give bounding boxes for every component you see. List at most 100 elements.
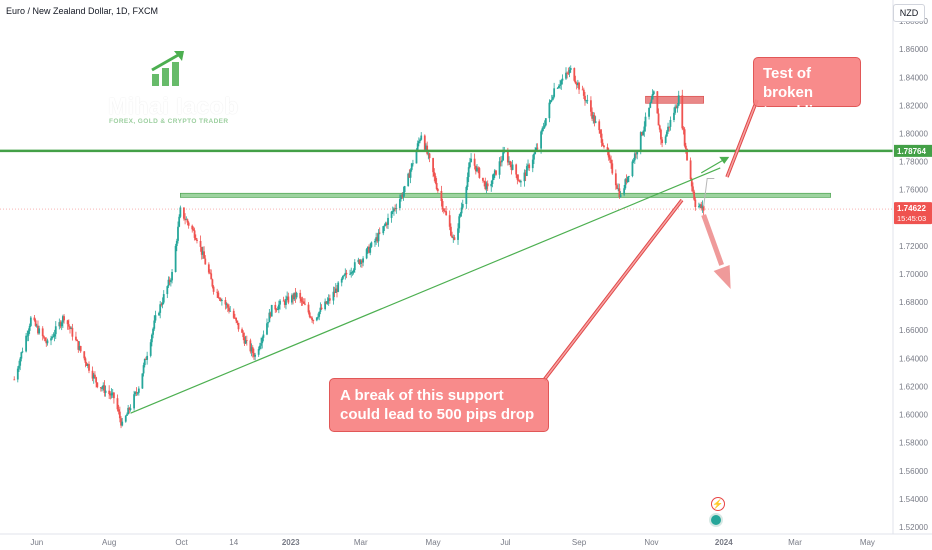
candle-body [362,258,364,263]
time-tick-label: Jun [30,538,43,547]
candle-body [51,336,54,339]
candle-body [665,131,668,137]
candle-body [52,336,55,338]
candle-body [390,211,393,218]
candle-body [366,246,369,250]
candle-body [374,241,376,243]
candle-body [624,179,627,189]
candle-body [701,205,704,209]
candle-body [334,288,337,293]
candle-body [569,68,572,70]
candle-body [511,164,514,170]
candle-body [610,159,612,164]
candle-body [117,409,120,412]
candle-body [601,142,604,146]
currency-badge[interactable]: NZD [893,4,925,22]
candle-body [304,303,306,305]
candle-body [266,323,268,335]
time-axis[interactable]: Jun Aug Oct 14 2023 Mar May Jul Sep Nov 2024 Mar May [0,533,932,547]
annotation-trendline-test[interactable]: Test of broken trend line [753,57,861,120]
candle-body [692,186,694,192]
candle-body [19,358,22,366]
candle-body [673,112,675,120]
candle-body [84,358,87,363]
candle-body [509,161,512,165]
annotation-support-break[interactable]: A break of this support could lead to 50… [329,378,549,432]
candle-body [54,326,57,335]
price-tick-label: 1.84000 [899,73,928,82]
candle-body [91,370,94,379]
candle-body [343,275,346,276]
candle-body [516,174,519,180]
candle-body [43,336,45,338]
candle-body [486,183,489,187]
candle-body [187,222,190,226]
lightning-icon[interactable]: ⚡ [711,497,725,511]
candle-body [490,183,493,187]
candle-body [435,182,438,190]
trend-arrow-line [700,158,726,174]
candle-body [557,85,560,88]
candle-body [53,334,56,337]
candle-body [58,322,61,327]
candle-body [276,309,279,311]
candle-body [254,354,257,357]
candle-body [286,296,289,299]
time-tick-label: 2024 [715,538,733,547]
candle-body [274,304,277,310]
annotation-line: could lead to 500 pips drop [340,406,535,423]
candle-body [492,173,495,180]
candle-body [585,100,588,102]
candle-body [277,304,280,310]
candle-body [353,262,356,271]
candle-body [369,246,372,253]
candle-body [378,232,381,234]
candle-body [468,162,471,168]
candle-body [211,279,214,287]
candle-body [143,358,146,366]
candle-body [410,163,413,170]
candle-body [249,340,252,352]
time-tick-label: May [860,538,875,547]
candle-body [342,275,344,279]
candle-body [478,168,481,178]
candle-body [528,164,531,169]
candle-body [631,161,634,177]
candle-body [493,170,496,174]
candle-body [441,201,444,210]
candle-body [325,301,328,304]
candle-body [549,100,552,103]
event-dot-icon[interactable] [709,513,723,527]
candle-body [234,317,236,319]
candle-body [644,116,647,127]
price-tick-label: 1.82000 [899,101,928,110]
time-tick-label: Mar [354,538,368,547]
candle-body [41,328,44,337]
candle-body [427,153,430,155]
candle-body [160,304,163,306]
candle-body [241,329,243,333]
brand-tagline: FOREX, GOLD & CRYPTO TRADER [109,118,229,125]
candle-body [307,304,310,313]
candle-body [250,347,253,352]
symbol-title[interactable]: Euro / New Zealand Dollar, 1D, FXCM [6,6,159,16]
candle-body [283,301,286,305]
candle-body [203,251,205,259]
candle-body [21,351,24,353]
candle-body [650,99,653,103]
price-tick-label: 1.54000 [899,495,928,504]
candle-body [137,388,140,393]
candle-body [268,312,271,323]
candle-body [417,141,420,144]
price-axis[interactable]: 1.880001.860001.840001.820001.800001.780… [892,0,932,534]
candle-body [395,208,398,209]
candle-body [625,179,628,183]
candle-body [541,128,544,132]
candle-body [442,209,445,211]
candle-body [370,242,373,247]
candle-body [515,164,518,175]
candle-body [686,148,688,161]
candle-body [120,418,122,426]
candle-body [445,211,448,216]
